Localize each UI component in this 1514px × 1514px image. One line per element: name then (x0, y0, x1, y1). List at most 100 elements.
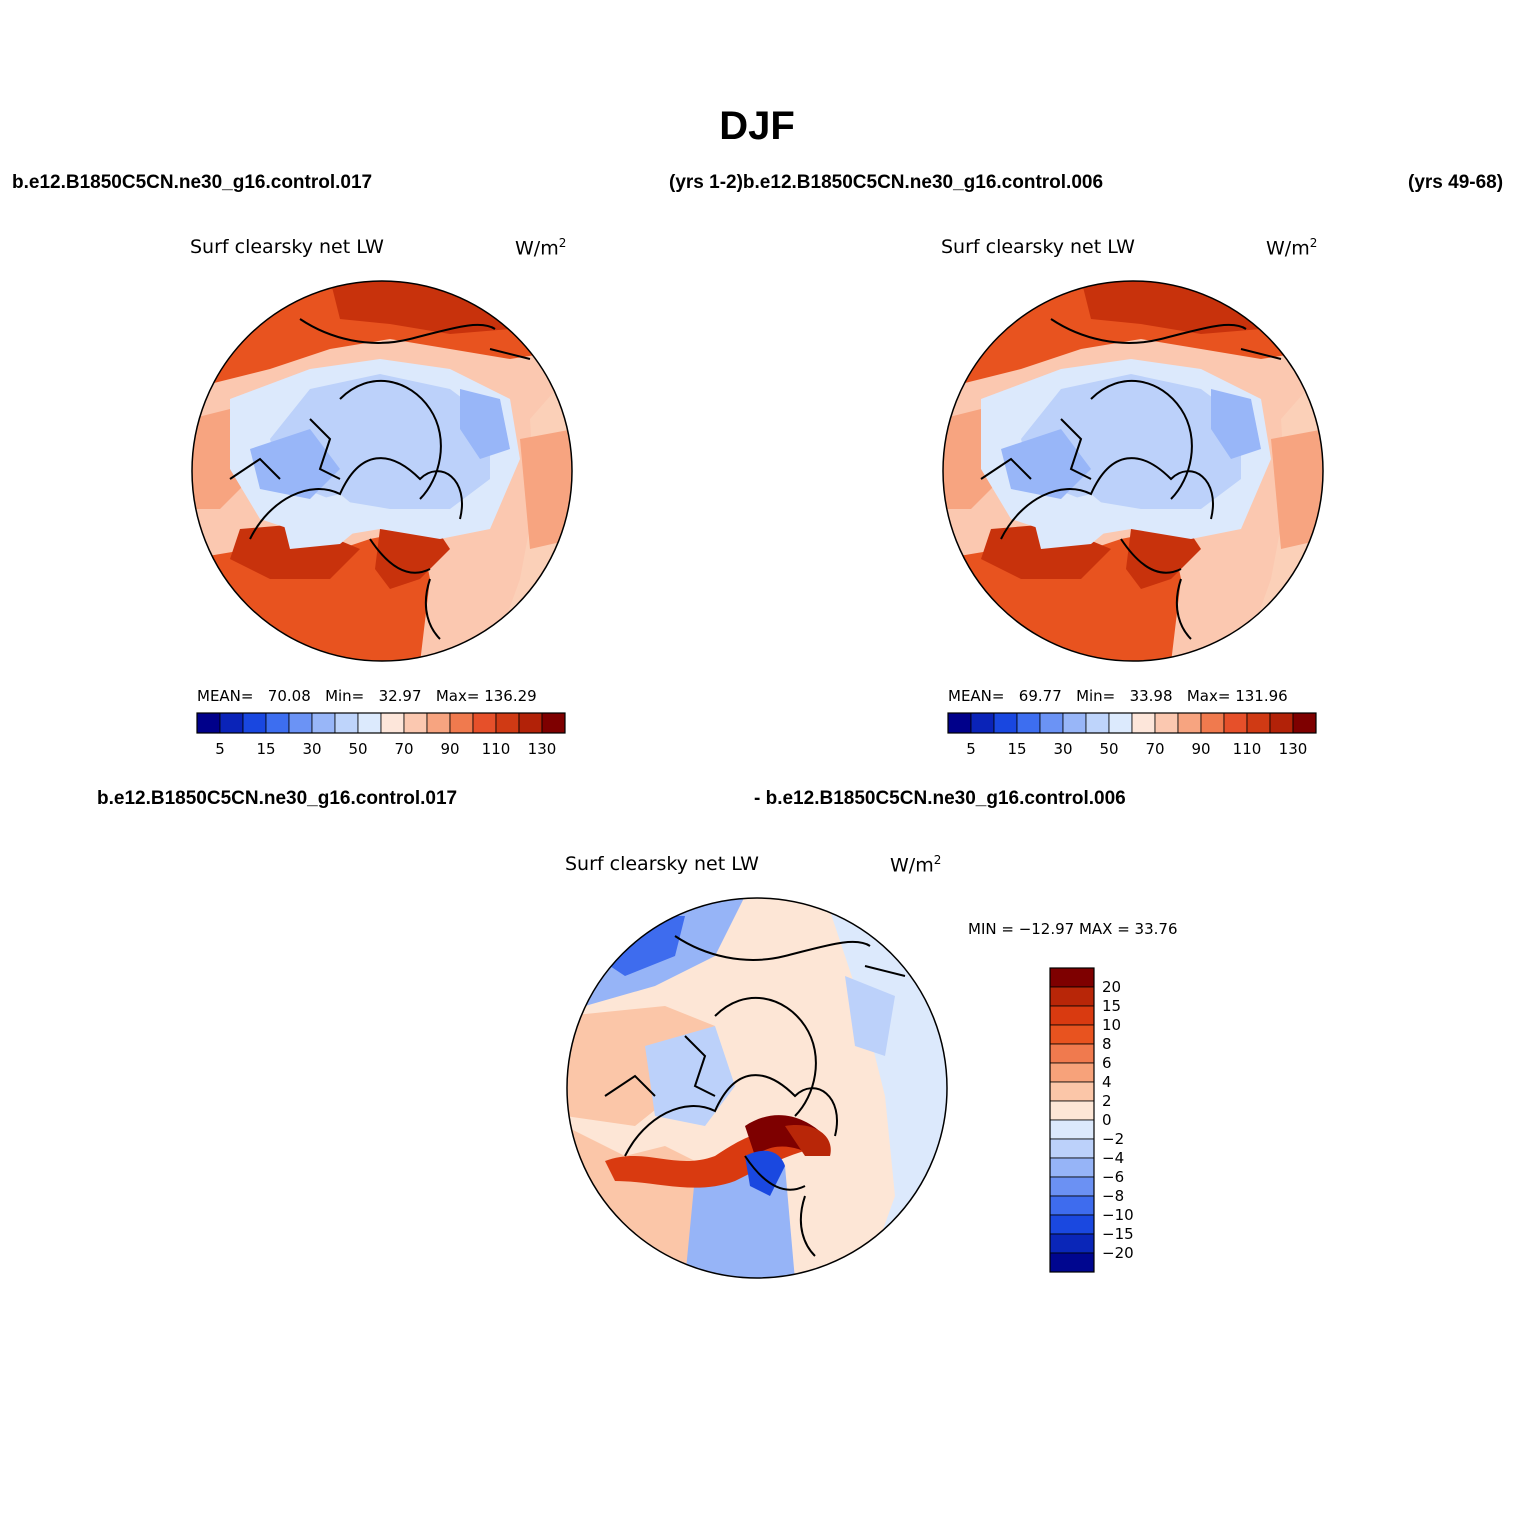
colorbar-swatch (288, 712, 313, 734)
colorbar-tick-label: 8 (1102, 1035, 1112, 1053)
colorbar-swatch (1062, 712, 1087, 734)
colorbar-tick-label: −10 (1102, 1206, 1134, 1224)
colorbar-tick-label: 130 (528, 740, 557, 758)
colorbar-tick-label: 10 (1102, 1016, 1121, 1034)
colorbar-swatch (265, 712, 290, 734)
colorbar-swatch (1049, 1024, 1095, 1045)
colorbar-tick-label: 2 (1102, 1092, 1112, 1110)
panel1-colorbar: 5 15 30 50 70 90 110 130 (196, 712, 566, 758)
colorbar-tick-label: 30 (1053, 740, 1072, 758)
colorbar-swatch (1049, 967, 1095, 988)
colorbar-tick-label: 15 (1007, 740, 1026, 758)
colorbar-swatch (1049, 1100, 1095, 1121)
panel1-units: W/m2 (515, 236, 567, 260)
panel3-minmax: MIN = −12.97 MAX = 33.76 (968, 920, 1178, 938)
colorbar-swatch (1131, 712, 1156, 734)
colorbar-tick-label: 110 (1233, 740, 1262, 758)
colorbar-swatch (1246, 712, 1271, 734)
colorbar-tick-label: 15 (1102, 997, 1121, 1015)
colorbar-swatch (1200, 712, 1225, 734)
colorbar-tick-label: 0 (1102, 1111, 1112, 1129)
panel2-polar-map (942, 280, 1324, 662)
colorbar-swatch (1049, 986, 1095, 1007)
colorbar-swatch (1049, 1005, 1095, 1026)
colorbar-swatch (1223, 712, 1248, 734)
colorbar-swatch (1049, 1081, 1095, 1102)
colorbar-swatch (449, 712, 474, 734)
colorbar-tick-label: −2 (1102, 1130, 1124, 1148)
colorbar-tick-label: −20 (1102, 1244, 1134, 1262)
colorbar-swatch (970, 712, 995, 734)
panel2-title: Surf clearsky net LW (941, 236, 1135, 258)
colorbar-swatch (1292, 712, 1317, 734)
colorbar-swatch (403, 712, 428, 734)
colorbar-swatch (1108, 712, 1133, 734)
colorbar-tick-label: 4 (1102, 1073, 1112, 1091)
colorbar-swatch (495, 712, 520, 734)
colorbar-swatch (1049, 1214, 1095, 1235)
colorbar-tick-label: 130 (1279, 740, 1308, 758)
colorbar-tick-label: 70 (1145, 740, 1164, 758)
colorbar-swatch (1049, 1043, 1095, 1064)
colorbar-tick-label: 90 (1191, 740, 1210, 758)
panel3-diff-map (566, 897, 948, 1279)
colorbar-swatch (947, 712, 972, 734)
top-right-years-label: (yrs 49-68) (1408, 172, 1504, 193)
colorbar-swatch (380, 712, 405, 734)
colorbar-tick-label: 5 (966, 740, 976, 758)
colorbar-tick-label: 70 (394, 740, 413, 758)
top-middle-case-label: (yrs 1-2)b.e12.B1850C5CN.ne30_g16.contro… (669, 172, 1104, 193)
panel2-colorbar: 5 15 30 50 70 90 110 130 (947, 712, 1317, 758)
panel1-stats: MEAN= 70.08 Min= 32.97 Max= 136.29 (197, 687, 537, 705)
colorbar-tick-label: −4 (1102, 1149, 1124, 1167)
colorbar-swatch (1085, 712, 1110, 734)
colorbar-swatch (219, 712, 244, 734)
colorbar-swatch (1049, 1119, 1095, 1140)
colorbar-tick-label: 110 (482, 740, 511, 758)
colorbar-swatch (1177, 712, 1202, 734)
panel1-title: Surf clearsky net LW (190, 236, 384, 258)
colorbar-swatch (1049, 1157, 1095, 1178)
bottom-left-case-label: b.e12.B1850C5CN.ne30_g16.control.017 (97, 788, 458, 809)
colorbar-swatch (541, 712, 566, 734)
colorbar-tick-label: 90 (440, 740, 459, 758)
colorbar-swatch (1016, 712, 1041, 734)
colorbar-swatch (334, 712, 359, 734)
colorbar-swatch (196, 712, 221, 734)
colorbar-tick-label: 30 (302, 740, 321, 758)
colorbar-swatch (1049, 1138, 1095, 1159)
colorbar-swatch (357, 712, 382, 734)
panel2-units: W/m2 (1266, 236, 1318, 260)
colorbar-swatch (993, 712, 1018, 734)
colorbar-swatch (1039, 712, 1064, 734)
colorbar-swatch (311, 712, 336, 734)
panel1-polar-map (191, 280, 573, 662)
colorbar-tick-label: 5 (215, 740, 225, 758)
top-left-case-label: b.e12.B1850C5CN.ne30_g16.control.017 (12, 172, 373, 193)
colorbar-tick-label: −6 (1102, 1168, 1124, 1186)
colorbar-swatch (1049, 1176, 1095, 1197)
colorbar-swatch (518, 712, 543, 734)
colorbar-tick-label: −8 (1102, 1187, 1124, 1205)
panel2-stats: MEAN= 69.77 Min= 33.98 Max= 131.96 (948, 687, 1288, 705)
colorbar-swatch (426, 712, 451, 734)
panel3-units: W/m2 (890, 853, 942, 877)
colorbar-tick-label: −15 (1102, 1225, 1134, 1243)
colorbar-swatch (472, 712, 497, 734)
colorbar-swatch (242, 712, 267, 734)
panel3-title: Surf clearsky net LW (565, 853, 759, 875)
colorbar-tick-label: 50 (1099, 740, 1118, 758)
colorbar-swatch (1049, 1252, 1095, 1273)
colorbar-swatch (1269, 712, 1294, 734)
colorbar-swatch (1154, 712, 1179, 734)
colorbar-tick-label: 6 (1102, 1054, 1112, 1072)
colorbar-swatch (1049, 1062, 1095, 1083)
colorbar-swatch (1049, 1195, 1095, 1216)
colorbar-swatch (1049, 1233, 1095, 1254)
figure-title: DJF (719, 104, 795, 148)
colorbar-tick-label: 50 (348, 740, 367, 758)
colorbar-tick-label: 15 (256, 740, 275, 758)
colorbar-tick-label: 20 (1102, 978, 1121, 996)
bottom-right-case-label: - b.e12.B1850C5CN.ne30_g16.control.006 (754, 788, 1126, 809)
